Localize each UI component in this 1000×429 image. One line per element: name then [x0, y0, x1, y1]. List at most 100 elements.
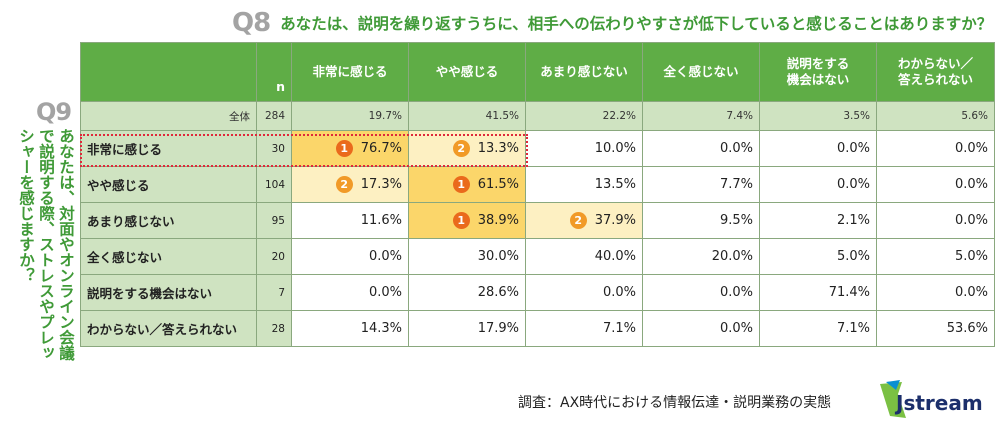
- data-cell: 2 37.9%: [525, 202, 643, 239]
- table-row: わからない／答えられない 28 14.3% 17.9% 7.1% 0.0% 7.1% 53.6…: [80, 310, 995, 347]
- data-cell: 0.0%: [525, 274, 643, 311]
- header-corner: [80, 42, 257, 102]
- cell-value: 61.5%: [477, 177, 519, 192]
- total-value: 3.5%: [759, 101, 877, 131]
- data-cell: 0.0%: [291, 238, 409, 275]
- data-cell: 53.6%: [876, 310, 995, 347]
- data-cell: 0.0%: [876, 202, 995, 239]
- cell-value: 7.1%: [836, 321, 870, 336]
- crosstab-table: n 非常に感じる やや感じる あまり感じない 全く感じない 説明をする 機会はない…: [80, 42, 995, 347]
- cell-value: 13.5%: [594, 177, 636, 192]
- cell-value: 37.9%: [594, 213, 636, 228]
- row-label: わからない／答えられない: [80, 310, 257, 347]
- cell-value: 20.0%: [711, 249, 753, 264]
- q8-question: あなたは、説明を繰り返すうちに、相手への伝わりやすさが低下していると感じることは…: [280, 15, 993, 33]
- table-row: 非常に感じる 30 1 76.7% 2 13.3% 10.0% 0.0% 0.0% 0.0%: [80, 130, 995, 167]
- row-n: 104: [256, 166, 292, 203]
- data-cell: 5.0%: [759, 238, 877, 275]
- cell-value: 71.4%: [828, 285, 870, 300]
- cell-value: 0.0%: [836, 141, 870, 156]
- data-cell: 0.0%: [642, 130, 760, 167]
- row-n: 28: [256, 310, 292, 347]
- row-label: 説明をする機会はない: [80, 274, 257, 311]
- logo-text: Jstream: [894, 391, 983, 415]
- data-cell: 2 17.3%: [291, 166, 409, 203]
- rank-badge: 2: [569, 212, 587, 229]
- total-label: 全体: [80, 101, 257, 131]
- cell-value: 0.0%: [836, 177, 870, 192]
- total-value: 41.5%: [408, 101, 526, 131]
- data-cell: 0.0%: [876, 274, 995, 311]
- table-body: 非常に感じる 30 1 76.7% 2 13.3% 10.0% 0.0% 0.0% 0.0% やや感…: [80, 130, 995, 347]
- data-cell: 0.0%: [876, 166, 995, 203]
- cell-value: 0.0%: [368, 249, 402, 264]
- data-cell: 0.0%: [642, 310, 760, 347]
- table-row: やや感じる 104 2 17.3% 1 61.5% 13.5% 7.7% 0.0% 0.0%: [80, 166, 995, 203]
- total-n: 284: [256, 101, 292, 131]
- rank-badge: 1: [452, 212, 470, 229]
- data-cell: 40.0%: [525, 238, 643, 275]
- cell-value: 28.6%: [477, 285, 519, 300]
- header-n: n: [256, 42, 292, 102]
- data-cell: 11.6%: [291, 202, 409, 239]
- cell-value: 5.0%: [954, 249, 988, 264]
- row-n: 7: [256, 274, 292, 311]
- jstream-logo: Jstream: [876, 378, 986, 422]
- column-header: 全く感じない: [642, 42, 760, 102]
- q8-number: Q8: [232, 8, 271, 38]
- column-header: あまり感じない: [525, 42, 643, 102]
- column-header: やや感じる: [408, 42, 526, 102]
- cell-value: 76.7%: [360, 141, 402, 156]
- data-cell: 1 76.7%: [291, 130, 409, 167]
- table-row: 説明をする機会はない 7 0.0% 28.6% 0.0% 0.0% 71.4% 0.0%: [80, 274, 995, 311]
- cell-value: 0.0%: [368, 285, 402, 300]
- rank-badge: 2: [452, 140, 470, 157]
- table-row: あまり感じない 95 11.6% 1 38.9% 2 37.9% 9.5% 2.1% 0.0%: [80, 202, 995, 239]
- row-label: あまり感じない: [80, 202, 257, 239]
- rank-badge: 1: [335, 140, 353, 157]
- total-value: 7.4%: [642, 101, 760, 131]
- data-cell: 13.5%: [525, 166, 643, 203]
- data-cell: 7.1%: [525, 310, 643, 347]
- cell-value: 17.9%: [477, 321, 519, 336]
- cell-value: 11.6%: [360, 213, 402, 228]
- data-cell: 9.5%: [642, 202, 760, 239]
- total-value: 5.6%: [876, 101, 995, 131]
- row-label: 非常に感じる: [80, 130, 257, 167]
- data-cell: 10.0%: [525, 130, 643, 167]
- q9-number: Q9: [36, 98, 72, 126]
- data-cell: 7.1%: [759, 310, 877, 347]
- cell-value: 13.3%: [477, 141, 519, 156]
- cell-value: 10.0%: [594, 141, 636, 156]
- data-cell: 30.0%: [408, 238, 526, 275]
- data-cell: 28.6%: [408, 274, 526, 311]
- cell-value: 9.5%: [719, 213, 753, 228]
- data-cell: 2.1%: [759, 202, 877, 239]
- cell-value: 0.0%: [954, 285, 988, 300]
- cell-value: 0.0%: [954, 177, 988, 192]
- data-cell: 0.0%: [642, 274, 760, 311]
- data-cell: 0.0%: [876, 130, 995, 167]
- row-n: 95: [256, 202, 292, 239]
- rank-badge: 1: [452, 176, 470, 193]
- header-row: n 非常に感じる やや感じる あまり感じない 全く感じない 説明をする 機会はない…: [80, 42, 995, 102]
- cell-value: 40.0%: [594, 249, 636, 264]
- cell-value: 53.6%: [946, 321, 988, 336]
- cell-value: 38.9%: [477, 213, 519, 228]
- column-header: わからない／ 答えられない: [876, 42, 995, 102]
- cell-value: 7.7%: [719, 177, 753, 192]
- cell-value: 17.3%: [360, 177, 402, 192]
- data-cell: 2 13.3%: [408, 130, 526, 167]
- column-header: 非常に感じる: [291, 42, 409, 102]
- data-cell: 0.0%: [759, 130, 877, 167]
- cell-value: 7.1%: [602, 321, 636, 336]
- total-value: 19.7%: [291, 101, 409, 131]
- data-cell: 7.7%: [642, 166, 760, 203]
- cell-value: 2.1%: [836, 213, 870, 228]
- data-cell: 1 61.5%: [408, 166, 526, 203]
- cell-value: 0.0%: [719, 141, 753, 156]
- q9-question: あなたは、対面やオンライン会議で説明する際、ストレスやプレッシャーを感じますか？: [17, 128, 75, 361]
- data-cell: 1 38.9%: [408, 202, 526, 239]
- cell-value: 0.0%: [719, 285, 753, 300]
- data-cell: 5.0%: [876, 238, 995, 275]
